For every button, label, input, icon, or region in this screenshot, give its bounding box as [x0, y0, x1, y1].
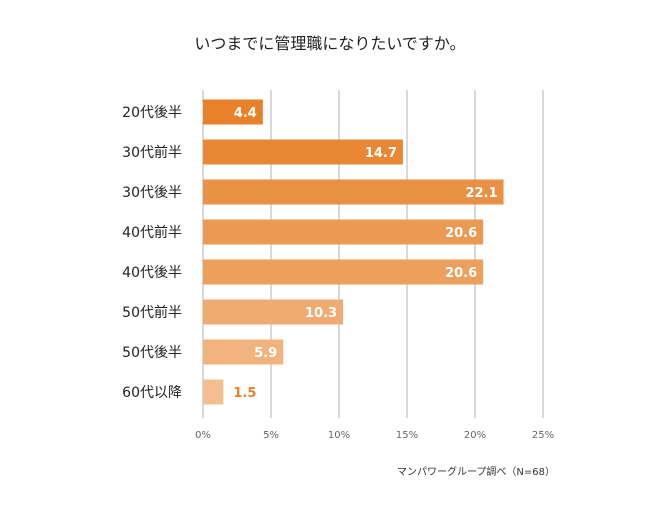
category-labels: 20代後半 30代前半 30代後半 40代前半 40代後半 50代前半 50代後半 60代以降 [122, 105, 182, 401]
x-tick-label: 5% [263, 430, 279, 441]
bar [203, 219, 484, 245]
data-label: 1.5 [233, 386, 256, 401]
category-label: 40代前半 [122, 224, 182, 241]
x-tick-label: 25% [532, 430, 554, 441]
category-label: 20代後半 [122, 105, 182, 121]
x-tick-label: 0% [195, 430, 211, 441]
bar [203, 299, 344, 325]
category-label: 60代以降 [122, 385, 182, 401]
bar [203, 179, 504, 205]
x-tick-label: 10% [328, 430, 350, 441]
category-label: 30代前半 [122, 144, 182, 161]
category-label: 50代後半 [122, 345, 182, 361]
data-label: 22.1 [465, 186, 497, 201]
category-label: 40代後半 [122, 265, 182, 281]
data-label: 5.9 [254, 346, 277, 361]
bar [203, 139, 403, 165]
bar [203, 339, 284, 365]
data-label: 20.6 [445, 226, 477, 241]
source-note: マンパワーグループ調べ（N=68） [397, 465, 555, 478]
data-label: 20.6 [445, 266, 477, 281]
bar [203, 99, 263, 125]
bars: 4.4 14.7 22.1 20.6 20.6 10.3 5.9 1.5 [203, 99, 504, 405]
bar [203, 379, 224, 405]
x-axis-tick-labels: 0% 5% 10% 15% 20% 25% [195, 430, 554, 441]
category-label: 30代後半 [122, 185, 182, 201]
data-label: 14.7 [365, 146, 397, 161]
data-label: 4.4 [234, 106, 257, 121]
category-label: 50代前半 [122, 304, 182, 321]
gridlines [202, 90, 544, 418]
data-label: 10.3 [305, 306, 337, 321]
chart-title: いつまでに管理職になりたいですか。 [194, 34, 465, 53]
x-tick-label: 20% [464, 430, 486, 441]
x-tick-label: 15% [396, 430, 418, 441]
bar [203, 259, 484, 285]
